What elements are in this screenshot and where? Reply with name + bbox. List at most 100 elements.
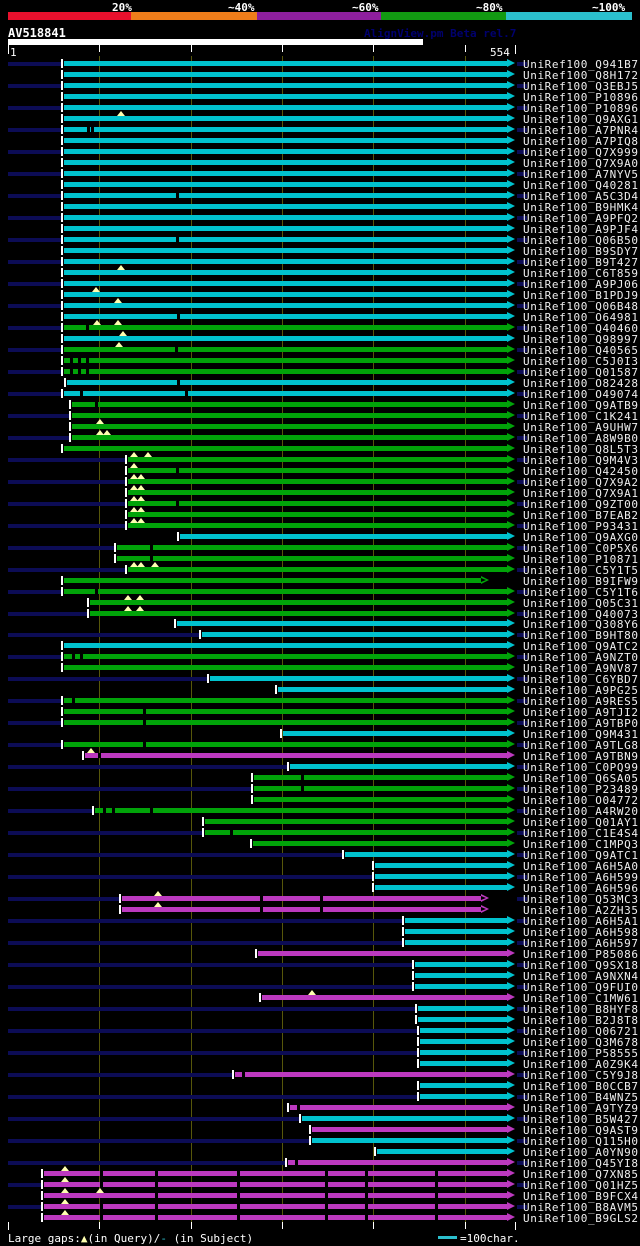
hit-arrow-icon (507, 422, 515, 430)
hit-label: UniRef100_Q9SX18 (523, 959, 639, 972)
alignment-bar (64, 226, 507, 231)
subject-gap-mark (100, 1215, 103, 1220)
alignment-start-tick (61, 718, 63, 727)
hit-label: UniRef100_Q8H172 (523, 69, 639, 82)
alignment-bar (128, 523, 507, 528)
hit-label: UniRef100_A9UHW7 (523, 421, 639, 434)
hit-label: UniRef100_P10896 (523, 102, 639, 115)
alignment-row: UniRef100_Q9AST9 (0, 1124, 640, 1137)
hit-arrow-icon (507, 1048, 515, 1056)
alignment-bar (128, 567, 507, 572)
alignment-bar (117, 556, 507, 561)
alignment-row: UniRef100_A2ZH35 (0, 902, 640, 917)
alignment-bar (128, 479, 507, 484)
hit-label: UniRef100_B9SDY7 (523, 245, 639, 258)
alignment-row: UniRef100_Q40565 (0, 342, 640, 357)
query-gap-triangle-icon (103, 430, 111, 435)
navy-right-flank (517, 612, 527, 616)
navy-left-flank (8, 128, 61, 132)
alignment-bar (420, 1050, 507, 1055)
hit-arrow-icon (507, 938, 515, 946)
alignment-bar (64, 654, 507, 659)
subject-gap-mark (80, 391, 83, 396)
scale-segment-5 (506, 12, 632, 20)
hit-arrow-icon (507, 652, 515, 660)
alignment-start-tick (275, 685, 277, 694)
subject-gap-mark (86, 369, 89, 374)
query-gap-triangle-icon (308, 990, 316, 995)
alignment-start-tick (412, 960, 414, 969)
hit-arrow-icon (507, 1026, 515, 1034)
alignment-bar (375, 863, 507, 868)
hit-label: UniRef100_A9TYZ9 (523, 1102, 639, 1115)
alignment-start-tick (415, 1015, 417, 1024)
hit-label: UniRef100_Q9ZT00 (523, 498, 639, 511)
scale-label-100: ~100% (592, 1, 626, 14)
query-gap-triangle-icon (119, 331, 127, 336)
hit-label: UniRef100_Q7X9A0 (523, 157, 639, 170)
alignment-bar (290, 1105, 507, 1110)
alignment-bar (290, 764, 507, 769)
subject-gap-mark (365, 1204, 368, 1209)
subject-gap-mark (100, 1171, 103, 1176)
hit-arrow-icon (507, 587, 515, 595)
hit-label: UniRef100_A9NXN4 (523, 970, 639, 983)
alignment-bar (375, 874, 507, 879)
hit-label: UniRef100_A9TLG8 (523, 739, 639, 752)
navy-right-flank (517, 106, 527, 110)
alignment-row: UniRef100_Q3M678 (0, 1036, 640, 1049)
alignment-row: UniRef100_Q9AXG0 (0, 531, 640, 544)
navy-right-flank (517, 128, 527, 132)
navy-left-flank (8, 853, 342, 857)
hit-label: UniRef100_A5C3D4 (523, 190, 639, 203)
alignment-bar (64, 270, 507, 275)
alignment-start-tick (61, 290, 63, 299)
alignment-start-tick (251, 795, 253, 804)
alignment-bar (128, 490, 507, 495)
navy-right-flank (517, 62, 527, 66)
navy-right-flank (517, 721, 527, 725)
subject-gap-mark (143, 742, 146, 747)
query-gap-triangle-icon (137, 485, 145, 490)
hit-label: UniRef100_Q9ATC1 (523, 849, 639, 862)
navy-left-flank (8, 809, 92, 813)
hit-arrow-icon (507, 982, 515, 990)
alignment-row: UniRef100_Q01HZ5 (0, 1177, 640, 1192)
hit-label: UniRef100_Q7X999 (523, 146, 639, 159)
navy-left-flank (8, 304, 61, 308)
alignment-row: UniRef100_B9GLS2 (0, 1210, 640, 1225)
alignment-start-tick (61, 641, 63, 650)
alignment-start-tick (61, 389, 63, 398)
alignment-row: UniRef100_Q9ATC1 (0, 849, 640, 862)
alignment-start-tick (285, 1158, 287, 1167)
alignment-bar (312, 1127, 507, 1132)
alignment-start-tick (61, 59, 63, 68)
navy-right-flank (517, 1117, 527, 1121)
hit-label: UniRef100_Q01AY1 (523, 816, 639, 829)
hit-arrow-icon (507, 1213, 515, 1221)
alignment-row: UniRef100_C1K241 (0, 410, 640, 423)
alignment-bar (64, 347, 507, 352)
hit-arrow-icon (507, 389, 515, 397)
hit-arrow-icon (507, 784, 515, 792)
alignment-row: UniRef100_Q6SA05 (0, 772, 640, 785)
alignment-bar (420, 1039, 507, 1044)
hit-label: UniRef100_Q308Y6 (523, 618, 639, 631)
navy-left-flank (8, 502, 125, 506)
alignment-bar (64, 193, 507, 198)
hit-label: UniRef100_C6T859 (523, 267, 639, 280)
hit-arrow-icon (507, 213, 515, 221)
hit-arrow-icon (507, 718, 515, 726)
hit-label: UniRef100_Q115H0 (523, 1135, 639, 1148)
query-gap-triangle-icon (93, 320, 101, 325)
hit-arrow-icon (507, 378, 515, 386)
alignment-row: UniRef100_Q941B7 (0, 58, 640, 71)
hit-label: UniRef100_A9TBN9 (523, 750, 639, 763)
alignment-bar (283, 731, 507, 736)
navy-left-flank (8, 590, 61, 594)
alignment-bar (405, 918, 507, 923)
subject-gap-mark (325, 1193, 328, 1198)
hit-arrow-icon (507, 916, 515, 924)
alignment-start-tick (417, 1092, 419, 1101)
alignment-bar (64, 171, 507, 176)
